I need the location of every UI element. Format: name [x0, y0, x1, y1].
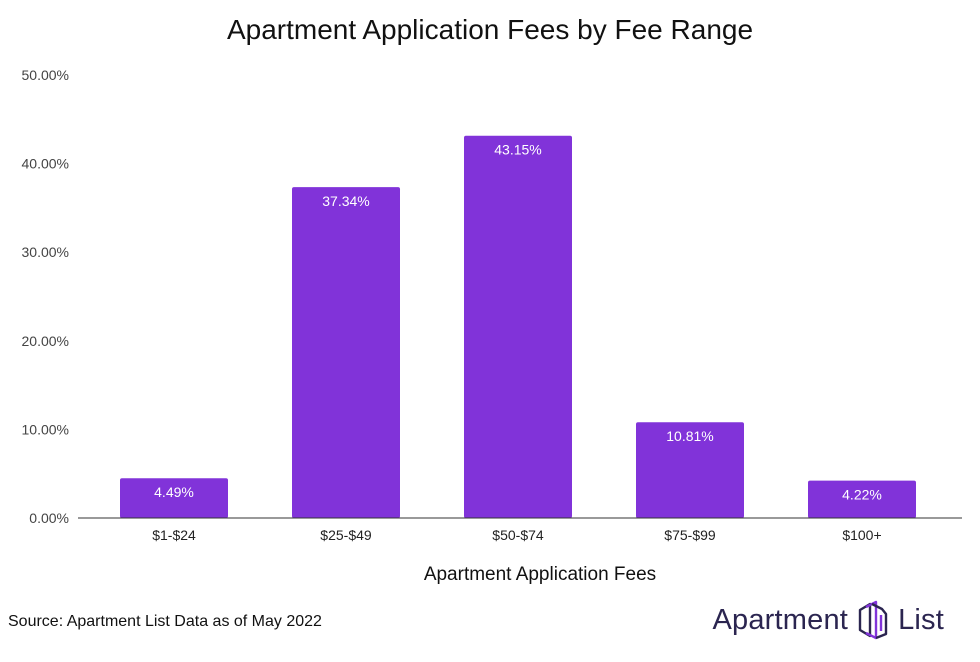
bar-chart: 0.00% 10.00% 20.00% 30.00% 40.00% 50.00% 4.49… [22, 67, 962, 543]
y-tick-label: 30.00% [22, 244, 69, 260]
x-tick-label: $1-$24 [152, 527, 196, 543]
x-axis-ticks: $1-$24 $25-$49 $50-$74 $75-$99 $100+ [152, 527, 881, 543]
bar [636, 422, 744, 518]
brand-word-apartment: Apartment [712, 603, 849, 636]
bar [808, 480, 916, 518]
x-tick-label: $25-$49 [320, 527, 372, 543]
y-tick-label: 50.00% [22, 67, 69, 83]
y-tick-label: 10.00% [22, 421, 69, 437]
x-tick-label: $75-$99 [664, 527, 716, 543]
bar-data-label: 4.49% [154, 484, 194, 500]
bar-data-label: 43.15% [494, 142, 541, 158]
source-note: Source: Apartment List Data as of May 20… [8, 613, 322, 630]
bar-data-label: 4.22% [842, 487, 882, 503]
brand-word-list: List [898, 603, 944, 636]
y-tick-label: 0.00% [29, 510, 69, 526]
bar [292, 187, 400, 518]
bars: 4.49% 37.34% 43.15% 10.81% 4.22% [120, 135, 916, 519]
x-tick-label: $100+ [842, 527, 881, 543]
bar [464, 135, 572, 519]
x-axis-label: Apartment Application Fees [423, 564, 657, 585]
chart-title: Apartment Application Fees by Fee Range [226, 14, 754, 45]
y-tick-label: 40.00% [22, 156, 69, 172]
bar-data-label: 37.34% [322, 193, 369, 209]
y-axis-ticks: 0.00% 10.00% 20.00% 30.00% 40.00% 50.00% [22, 67, 69, 526]
y-tick-label: 20.00% [22, 333, 69, 349]
apartment-list-logo: Apartment List [712, 600, 944, 640]
x-tick-label: $50-$74 [492, 527, 544, 543]
apartment-list-building-icon [858, 600, 888, 640]
bar [120, 478, 228, 518]
bar-data-label: 10.81% [666, 428, 713, 444]
